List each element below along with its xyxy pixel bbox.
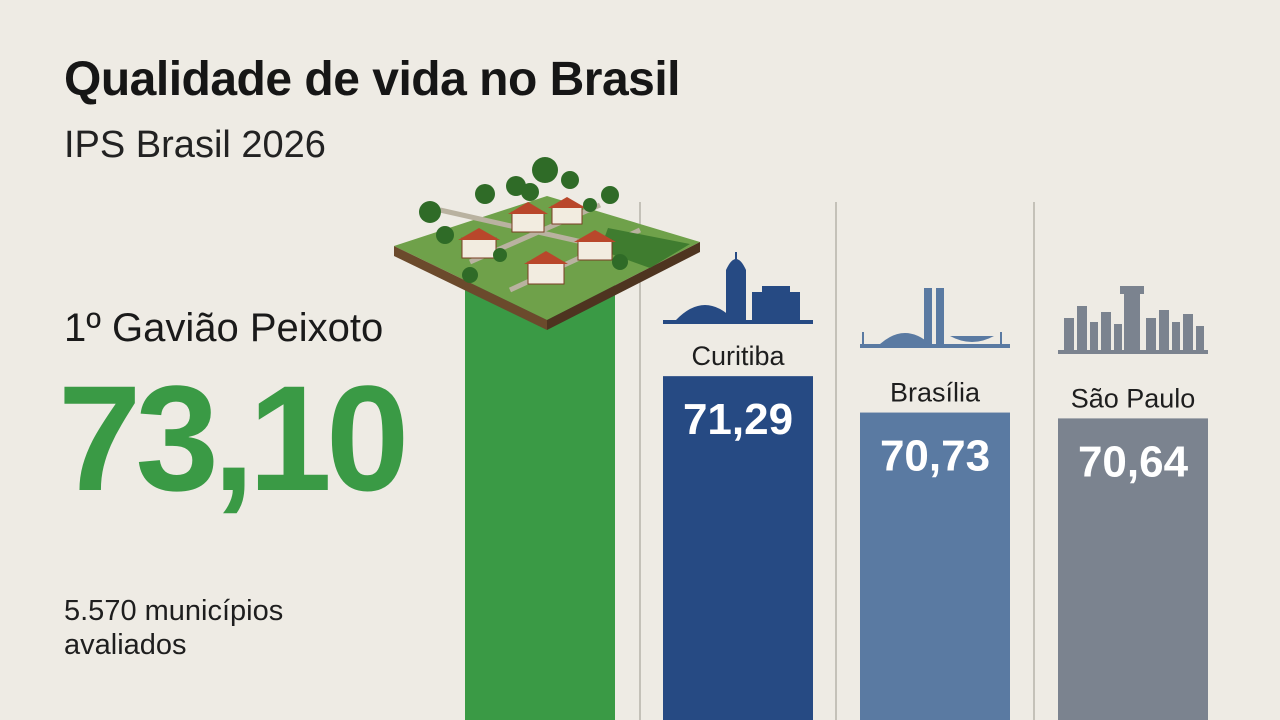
curitiba-skyline-icon	[663, 252, 813, 324]
bar-value-label: 71,29	[683, 395, 793, 444]
leader-value: 73,10	[58, 354, 409, 522]
leader-rank-label: 1º Gavião Peixoto	[64, 306, 384, 350]
bar-category-label: Brasília	[890, 378, 981, 408]
brasilia-congress-icon	[860, 288, 1010, 348]
rural-village-tile-icon	[394, 157, 700, 330]
chart-title: Qualidade de vida no Brasil	[64, 53, 681, 106]
bar-sao-paulo	[1058, 418, 1208, 720]
bar-gaviao-peixoto	[465, 258, 615, 720]
bar-value-label: 70,73	[880, 432, 990, 481]
bar-category-label: São Paulo	[1071, 383, 1196, 413]
dividers	[639, 202, 1035, 720]
chart-subtitle: IPS Brasil 2026	[64, 124, 326, 166]
bars: 71,29 Curitiba 70,73 Brasília 70,64 São Paulo	[465, 258, 1208, 720]
bar-curitiba	[663, 376, 813, 720]
footnote: 5.570 municípios avaliados	[64, 595, 284, 661]
bar-value-label: 70,64	[1078, 437, 1189, 486]
sao-paulo-skyline-icon	[1058, 286, 1208, 354]
bar-brasilia	[860, 412, 1010, 720]
bar-category-label: Curitiba	[691, 341, 785, 371]
